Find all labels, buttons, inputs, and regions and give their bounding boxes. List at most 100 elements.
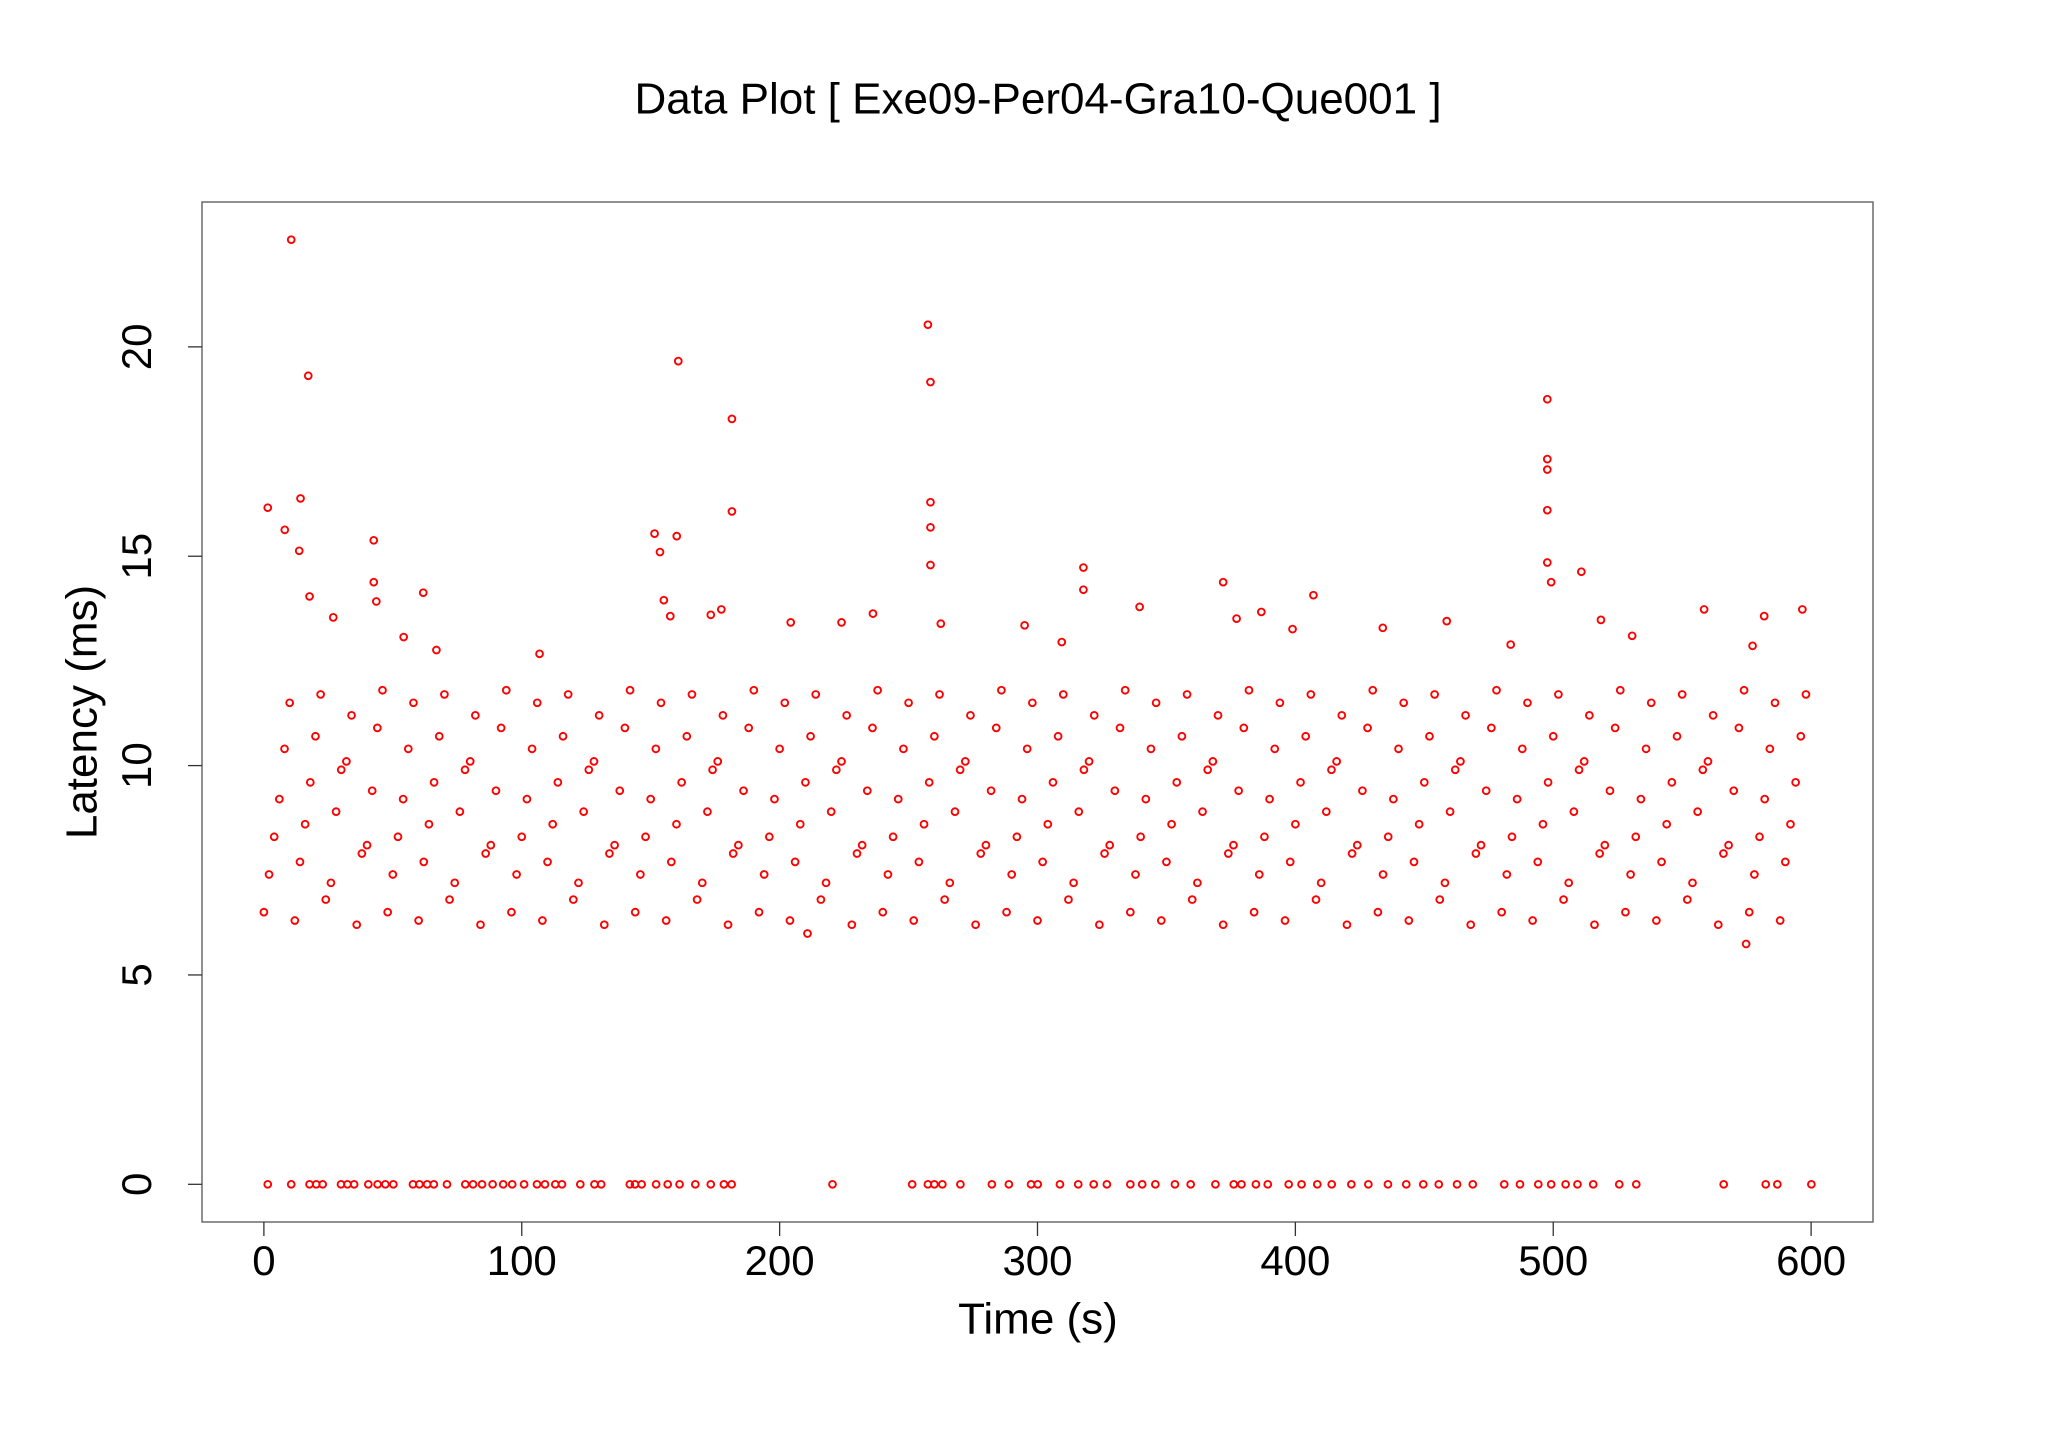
point — [1363, 723, 1372, 733]
point — [1383, 832, 1393, 842]
point — [1791, 777, 1800, 787]
point — [665, 611, 675, 621]
point — [661, 916, 671, 925]
point — [1801, 690, 1811, 699]
point — [1399, 698, 1409, 708]
point — [1275, 698, 1285, 708]
point — [1327, 765, 1336, 775]
point — [280, 744, 289, 754]
y-tick-label: 5 — [113, 963, 160, 986]
point — [666, 857, 676, 867]
point — [987, 1179, 997, 1189]
point — [491, 786, 501, 796]
point — [1182, 690, 1192, 699]
point — [1615, 685, 1625, 695]
point — [1022, 744, 1032, 754]
point — [1418, 1179, 1428, 1189]
point — [1394, 744, 1403, 754]
point — [294, 546, 304, 556]
point — [1156, 916, 1166, 925]
point — [517, 832, 527, 842]
point — [1089, 710, 1099, 720]
point — [785, 916, 795, 925]
point — [1610, 723, 1620, 733]
point — [1069, 878, 1078, 888]
point — [535, 649, 544, 659]
point — [1445, 807, 1455, 817]
point — [749, 685, 759, 695]
point — [1595, 849, 1605, 858]
point — [1626, 870, 1635, 879]
point — [286, 235, 296, 245]
point — [1584, 710, 1594, 720]
point — [775, 744, 784, 754]
point — [496, 723, 506, 733]
point — [759, 870, 769, 879]
point — [1698, 765, 1708, 775]
point — [507, 1179, 517, 1189]
point — [697, 878, 707, 888]
point — [1542, 505, 1552, 515]
point — [305, 592, 314, 601]
point — [1074, 807, 1084, 817]
point — [1288, 624, 1297, 634]
point — [816, 895, 826, 904]
point — [1296, 777, 1305, 787]
point — [476, 920, 485, 930]
point — [527, 744, 537, 754]
point — [1244, 685, 1254, 695]
point — [1020, 620, 1029, 630]
point — [1136, 832, 1145, 842]
point — [414, 916, 423, 925]
point — [318, 1179, 328, 1189]
point — [1667, 777, 1677, 787]
point — [1105, 840, 1115, 850]
point — [1734, 723, 1744, 733]
point — [1342, 920, 1352, 930]
point — [432, 645, 441, 655]
point — [1796, 731, 1806, 741]
point — [1430, 690, 1439, 699]
point — [904, 698, 913, 708]
point — [388, 870, 398, 879]
point — [646, 794, 656, 804]
point — [357, 849, 367, 858]
point — [409, 698, 418, 708]
point — [1064, 895, 1073, 904]
point — [393, 832, 403, 842]
point — [847, 920, 857, 930]
point — [269, 832, 279, 842]
point — [1043, 819, 1053, 829]
point — [620, 723, 630, 733]
point — [594, 710, 604, 720]
point — [868, 723, 877, 733]
point — [1193, 878, 1202, 888]
point — [1079, 765, 1089, 775]
point — [498, 1179, 508, 1189]
point — [1079, 563, 1088, 572]
x-axis-label: Time (s) — [958, 1295, 1118, 1344]
point — [893, 794, 903, 804]
point — [1327, 1179, 1337, 1189]
point — [727, 1179, 737, 1189]
point — [1780, 857, 1790, 867]
point — [971, 920, 980, 930]
point — [1309, 590, 1318, 600]
point — [677, 777, 686, 787]
point — [955, 765, 965, 775]
point — [1755, 832, 1764, 842]
point — [728, 849, 738, 858]
point — [328, 613, 338, 622]
point — [305, 777, 315, 787]
point — [919, 819, 929, 829]
point — [1786, 819, 1795, 829]
point — [1358, 786, 1367, 796]
point — [363, 1179, 373, 1189]
point — [1265, 794, 1274, 804]
point — [1137, 1179, 1147, 1189]
point — [1719, 849, 1728, 858]
point — [369, 577, 379, 587]
point — [708, 765, 717, 775]
point — [1533, 857, 1543, 867]
point — [1596, 615, 1606, 625]
